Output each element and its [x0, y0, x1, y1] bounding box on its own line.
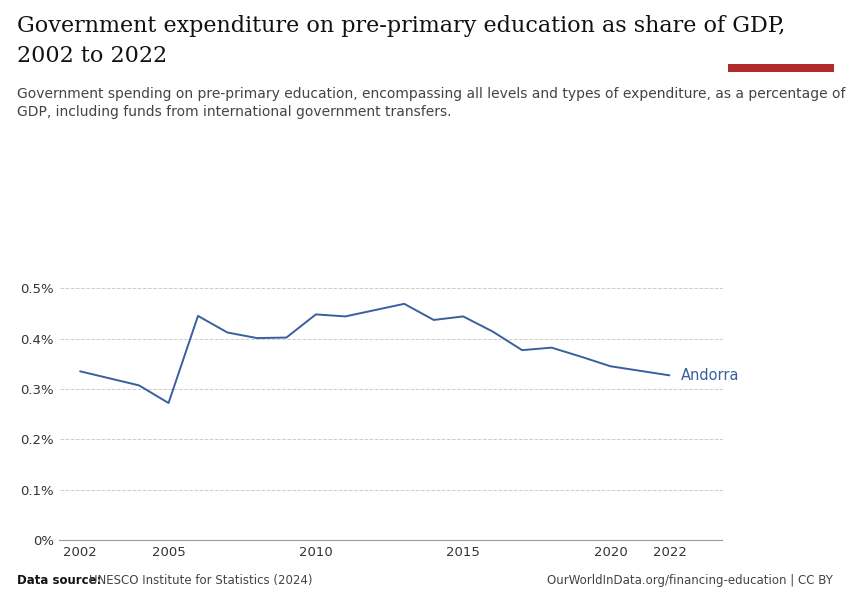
Text: OurWorldInData.org/financing-education | CC BY: OurWorldInData.org/financing-education |…	[547, 574, 833, 587]
Text: Government spending on pre-primary education, encompassing all levels and types : Government spending on pre-primary educa…	[17, 87, 846, 119]
Text: Data source:: Data source:	[17, 574, 105, 587]
Text: in Data: in Data	[759, 42, 802, 52]
Text: 2002 to 2022: 2002 to 2022	[17, 45, 167, 67]
Text: Our World: Our World	[750, 24, 812, 34]
Bar	[728, 64, 834, 72]
Text: Government expenditure on pre-primary education as share of GDP,: Government expenditure on pre-primary ed…	[17, 15, 785, 37]
Text: UNESCO Institute for Statistics (2024): UNESCO Institute for Statistics (2024)	[89, 574, 313, 587]
Text: Andorra: Andorra	[681, 368, 740, 383]
